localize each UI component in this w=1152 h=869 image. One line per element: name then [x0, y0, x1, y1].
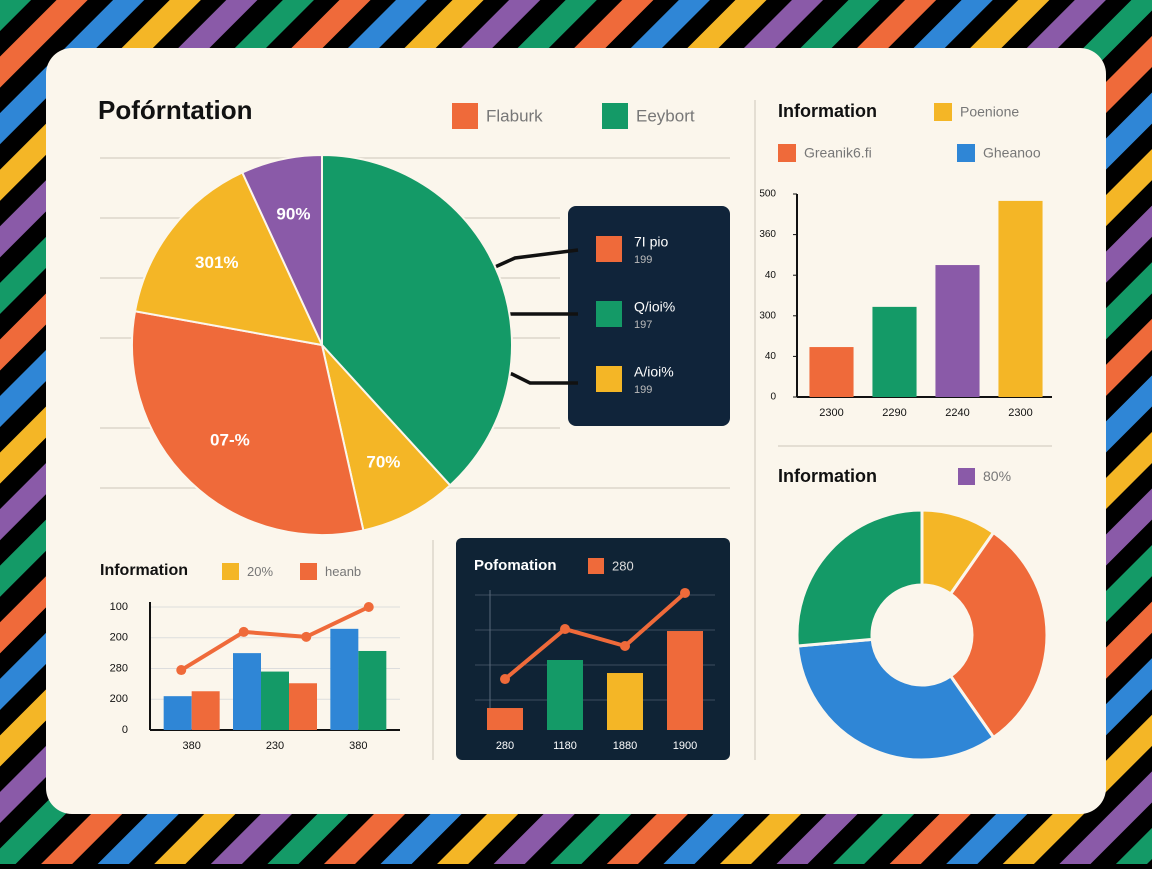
legend-swatch — [452, 103, 478, 129]
line-series — [180, 605, 370, 672]
x-tick-label: 2240 — [945, 407, 969, 419]
line-point — [560, 624, 570, 635]
legend-label: Flaburk — [486, 106, 543, 125]
pie-slice — [131, 310, 365, 536]
slice-label: 70% — [366, 452, 400, 471]
x-tick-label: 1900 — [673, 740, 697, 752]
y-tick-label: 100 — [110, 601, 128, 613]
y-tick-label: 200 — [110, 693, 128, 705]
chart-title: Pofórntation — [98, 95, 253, 125]
bar — [233, 653, 261, 730]
chart-title: Information — [778, 466, 877, 486]
legend-swatch — [957, 144, 975, 162]
y-tick-label: 40 — [765, 270, 777, 281]
bar — [935, 265, 980, 397]
legend-label: 80% — [983, 468, 1011, 484]
line-point — [680, 587, 690, 598]
x-tick-label: 2300 — [819, 407, 843, 419]
callout-sub: 199 — [634, 254, 652, 266]
y-tick-label: 0 — [122, 724, 128, 736]
y-tick-label: 200 — [110, 632, 128, 644]
bar — [547, 660, 583, 730]
legend-label: 20% — [247, 564, 273, 579]
bar — [289, 683, 317, 730]
legend-swatch — [300, 563, 317, 580]
y-tick-label: 280 — [110, 662, 128, 674]
legend-label: heanb — [325, 564, 361, 579]
callout-label: A/ioi% — [634, 364, 674, 380]
dark-panel — [456, 538, 730, 760]
legend-label: Eeybort — [636, 106, 695, 125]
x-tick-label: 280 — [496, 740, 514, 752]
callout-swatch — [596, 301, 622, 327]
legend-label: 280 — [612, 558, 634, 573]
callout-sub: 197 — [634, 319, 652, 331]
x-tick-label: 2300 — [1008, 407, 1032, 419]
y-tick-label: 500 — [759, 189, 776, 200]
bar — [998, 200, 1043, 397]
x-tick-label: 1880 — [613, 740, 637, 752]
bar — [163, 696, 192, 730]
y-tick-label: 0 — [770, 392, 776, 403]
line-point — [176, 665, 187, 676]
line-point — [363, 602, 374, 612]
bar — [809, 347, 854, 397]
chart-title: Information — [100, 562, 188, 579]
y-tick-label: 360 — [759, 229, 776, 240]
y-tick-label: 300 — [759, 310, 776, 321]
slice-label: 90% — [276, 205, 310, 224]
x-tick-label: 380 — [349, 740, 367, 752]
x-tick-label: 1180 — [553, 740, 577, 752]
bar — [358, 650, 387, 730]
callout-swatch — [596, 236, 622, 262]
callout-swatch — [596, 366, 622, 392]
line-point — [620, 641, 630, 651]
bar — [667, 631, 703, 730]
legend-swatch — [958, 468, 975, 485]
chart-title: Pofomation — [474, 557, 557, 574]
legend-label: Greanik6.fi — [804, 145, 872, 161]
line-point — [500, 674, 510, 685]
chart-title: Information — [778, 101, 877, 121]
bar — [607, 673, 643, 730]
x-tick-label: 230 — [266, 740, 284, 752]
callout-label: 7I pio — [634, 234, 668, 250]
legend-swatch — [222, 563, 239, 580]
legend-swatch — [778, 144, 796, 162]
legend-label: Gheanoo — [983, 145, 1041, 161]
pie-slice — [133, 171, 324, 347]
callout-sub: 199 — [634, 384, 652, 396]
callout-label: Q/ioi% — [634, 299, 675, 315]
slice-label: 301% — [195, 253, 238, 272]
bar — [872, 306, 917, 397]
slice-label: 07-% — [210, 430, 250, 449]
bar — [191, 691, 220, 730]
x-tick-label: 380 — [182, 740, 200, 752]
pie-slice — [241, 153, 323, 346]
x-tick-label: 2290 — [882, 407, 906, 419]
donut-slice — [948, 530, 1049, 740]
line-point — [238, 626, 249, 637]
bar — [487, 708, 523, 730]
legend-swatch — [934, 103, 952, 121]
y-tick-label: 40 — [765, 351, 777, 362]
legend-swatch — [588, 558, 604, 574]
donut-slice — [795, 508, 924, 648]
bar — [261, 671, 289, 730]
legend-label: Poenione — [960, 104, 1019, 120]
line-point — [301, 631, 312, 642]
legend-swatch — [602, 103, 628, 129]
line-series — [503, 591, 687, 681]
donut-slice — [795, 637, 996, 762]
pie-slice — [321, 153, 513, 487]
bar — [330, 628, 359, 730]
